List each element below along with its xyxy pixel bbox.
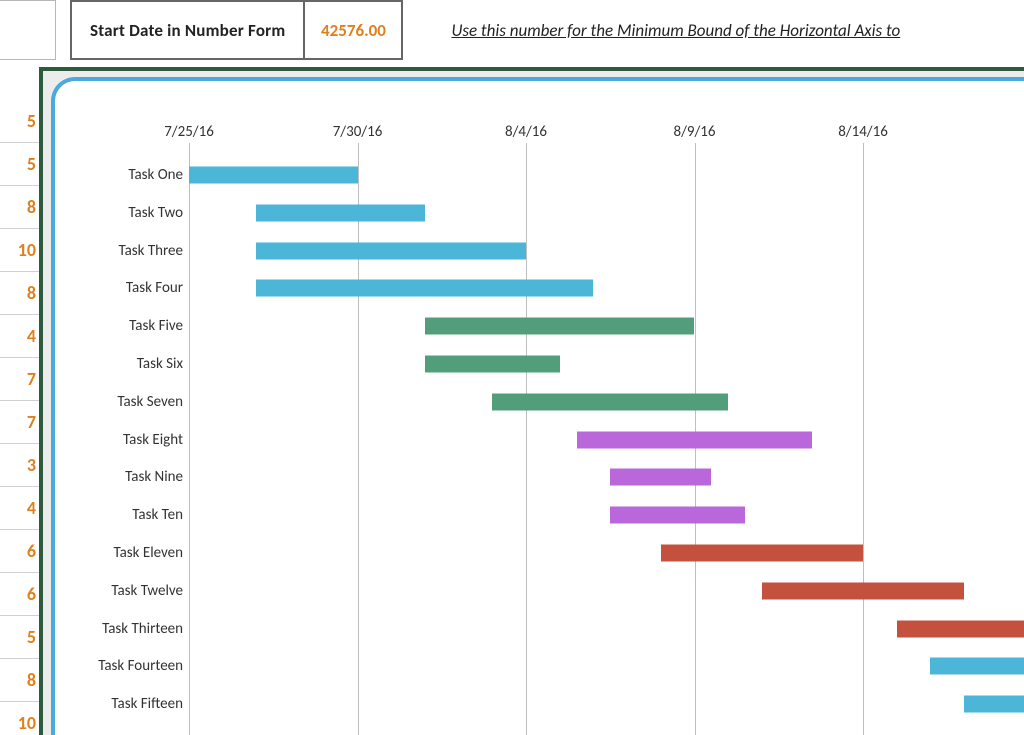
gridline bbox=[863, 143, 864, 735]
gantt-bar[interactable] bbox=[492, 393, 728, 410]
task-label: Task Eleven bbox=[55, 544, 183, 562]
task-label: Task Nine bbox=[55, 468, 183, 486]
gridline bbox=[526, 143, 527, 735]
gantt-plot: 7/25/16 7/30/16 8/4/16 8/9/16 8/14/16 Task On… bbox=[55, 81, 1024, 735]
gantt-bar[interactable] bbox=[425, 318, 695, 335]
axis-tick-label: 7/30/16 bbox=[333, 123, 383, 141]
left-number-cell: 3 bbox=[0, 444, 40, 487]
gantt-bar[interactable] bbox=[256, 280, 593, 297]
header-spacer bbox=[0, 0, 56, 60]
header-value-cell: 42576.00 bbox=[305, 0, 403, 60]
task-label: Task Eight bbox=[55, 431, 183, 449]
gantt-bar[interactable] bbox=[256, 242, 526, 259]
task-label: Task Four bbox=[55, 279, 183, 297]
header-value: 42576.00 bbox=[321, 20, 386, 41]
header-gap bbox=[56, 0, 70, 60]
left-number-cell: 7 bbox=[0, 401, 40, 444]
task-label: Task Six bbox=[55, 355, 183, 373]
left-number-cell: 8 bbox=[0, 186, 40, 229]
left-number-cell: 6 bbox=[0, 573, 40, 616]
gantt-bar[interactable] bbox=[189, 167, 358, 184]
gantt-bar[interactable] bbox=[762, 582, 964, 599]
gantt-bar[interactable] bbox=[897, 620, 1024, 637]
page-root: Start Date in Number Form 42576.00 Use t… bbox=[0, 0, 1024, 735]
axis-tick-label: 8/9/16 bbox=[674, 123, 716, 141]
task-label: Task Fourteen bbox=[55, 657, 183, 675]
left-number-cell: 10 bbox=[0, 229, 40, 272]
header-note: Use this number for the Minimum Bound of… bbox=[451, 20, 900, 41]
gantt-bar[interactable] bbox=[610, 469, 711, 486]
task-label: Task One bbox=[55, 166, 183, 184]
left-number-cell: 4 bbox=[0, 315, 40, 358]
left-number-cell: 4 bbox=[0, 487, 40, 530]
gridline bbox=[358, 143, 359, 735]
task-label: Task Three bbox=[55, 242, 183, 260]
left-number-cell: 7 bbox=[0, 358, 40, 401]
header-label: Start Date in Number Form bbox=[90, 20, 285, 41]
left-number-cell: 10 bbox=[0, 702, 40, 735]
left-number-cell: 6 bbox=[0, 530, 40, 573]
task-label: Task Thirteen bbox=[55, 620, 183, 638]
gantt-bar[interactable] bbox=[425, 356, 560, 373]
gantt-bar[interactable] bbox=[577, 431, 813, 448]
left-number-column: 55810847734665810 bbox=[0, 100, 40, 735]
gantt-bar[interactable] bbox=[661, 545, 863, 562]
left-number-cell: 5 bbox=[0, 143, 40, 186]
left-number-cell: 8 bbox=[0, 272, 40, 315]
chart-frame: 7/25/16 7/30/16 8/4/16 8/9/16 8/14/16 Task On… bbox=[39, 67, 1024, 735]
gridline bbox=[189, 143, 190, 735]
gantt-bar[interactable] bbox=[964, 696, 1024, 713]
task-label: Task Ten bbox=[55, 506, 183, 524]
task-label: Task Fifteen bbox=[55, 695, 183, 713]
left-number-cell: 5 bbox=[0, 100, 40, 143]
axis-tick-label: 8/14/16 bbox=[838, 123, 888, 141]
left-number-cell: 5 bbox=[0, 616, 40, 659]
gantt-bar[interactable] bbox=[610, 507, 745, 524]
task-label: Task Five bbox=[55, 317, 183, 335]
gantt-bar[interactable] bbox=[256, 204, 425, 221]
axis-tick-label: 8/4/16 bbox=[505, 123, 547, 141]
header-note-cell: Use this number for the Minimum Bound of… bbox=[403, 0, 1024, 60]
task-label: Task Seven bbox=[55, 393, 183, 411]
left-number-cell: 8 bbox=[0, 659, 40, 702]
axis-tick-label: 7/25/16 bbox=[164, 123, 214, 141]
header-label-cell: Start Date in Number Form bbox=[70, 0, 305, 60]
task-label: Task Two bbox=[55, 204, 183, 222]
header-row: Start Date in Number Form 42576.00 Use t… bbox=[0, 0, 1024, 60]
chart-canvas[interactable]: 7/25/16 7/30/16 8/4/16 8/9/16 8/14/16 Task On… bbox=[51, 77, 1024, 735]
gantt-bar[interactable] bbox=[930, 658, 1024, 675]
task-label: Task Twelve bbox=[55, 582, 183, 600]
